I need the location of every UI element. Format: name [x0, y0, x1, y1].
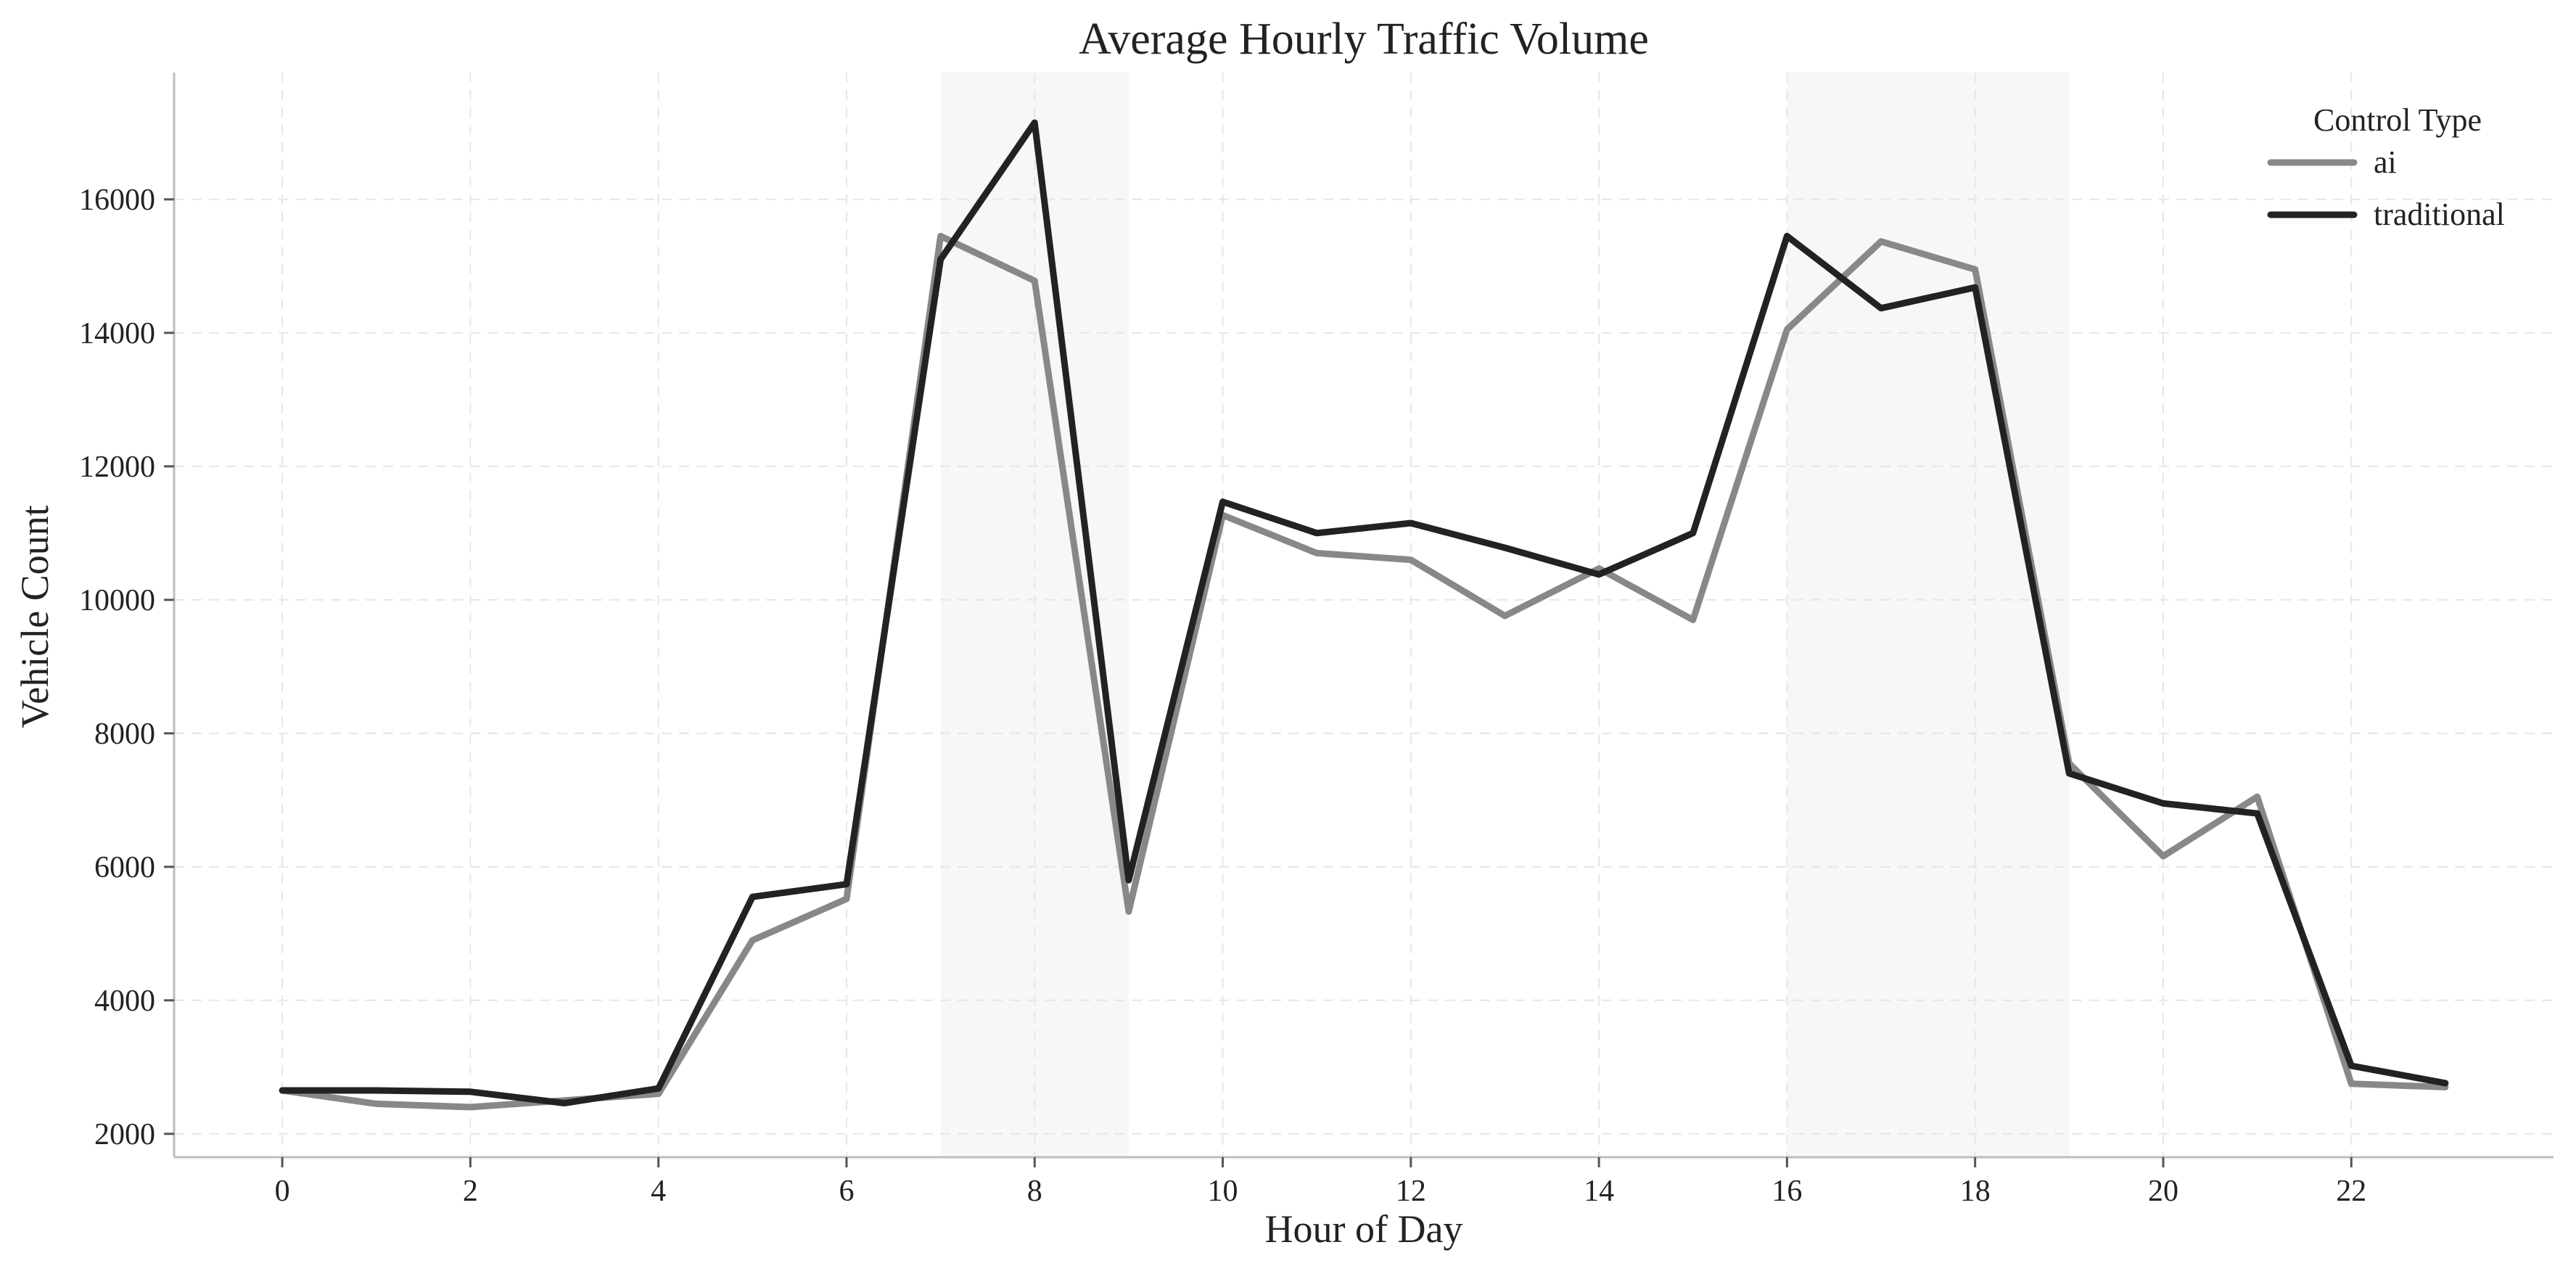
y-tick-label-4000: 4000	[94, 985, 155, 1018]
x-tick-label-16: 16	[1771, 1175, 1802, 1208]
x-tick-label-18: 18	[1960, 1175, 1991, 1208]
x-tick-label-0: 0	[275, 1175, 290, 1208]
y-tick-label-6000: 6000	[94, 851, 155, 884]
legend: Control Type ai traditional	[2267, 102, 2505, 232]
y-tick-label-14000: 14000	[79, 317, 155, 350]
legend-title: Control Type	[2313, 102, 2482, 138]
x-tick-label-22: 22	[2336, 1175, 2366, 1208]
shaded-region-1	[1787, 73, 2070, 1157]
axes	[173, 73, 2554, 1159]
x-tick-label-10: 10	[1208, 1175, 1238, 1208]
y-tick-label-8000: 8000	[94, 718, 155, 751]
series-line-ai	[279, 232, 2449, 1111]
grid	[174, 73, 2554, 1157]
x-ticks: 0 2 4 6 8 10 12 14 16 18 20 22	[275, 1157, 2366, 1208]
y-tick-label-2000: 2000	[94, 1118, 155, 1151]
y-tick-label-12000: 12000	[79, 451, 155, 484]
y-tick-label-16000: 16000	[79, 184, 155, 217]
x-tick-label-2: 2	[463, 1175, 478, 1208]
x-axis-label: Hour of Day	[1265, 1207, 1463, 1251]
x-tick-label-4: 4	[651, 1175, 666, 1208]
x-tick-label-8: 8	[1027, 1175, 1042, 1208]
legend-items: ai traditional	[2267, 144, 2505, 232]
chart-title: Average Hourly Traffic Volume	[1079, 15, 1649, 64]
y-ticks: 2000 4000 6000 8000 10000 12000 14000 16000	[79, 184, 174, 1151]
y-axis-label: Vehicle Count	[13, 505, 57, 728]
x-tick-label-14: 14	[1584, 1175, 1614, 1208]
legend-label-traditional: traditional	[2374, 197, 2505, 232]
legend-label-ai: ai	[2374, 144, 2397, 180]
x-tick-label-12: 12	[1396, 1175, 1426, 1208]
y-tick-label-10000: 10000	[79, 584, 155, 617]
series-lines	[279, 119, 2449, 1111]
series-line-traditional	[279, 119, 2449, 1106]
x-tick-label-6: 6	[839, 1175, 854, 1208]
x-tick-label-20: 20	[2148, 1175, 2178, 1208]
